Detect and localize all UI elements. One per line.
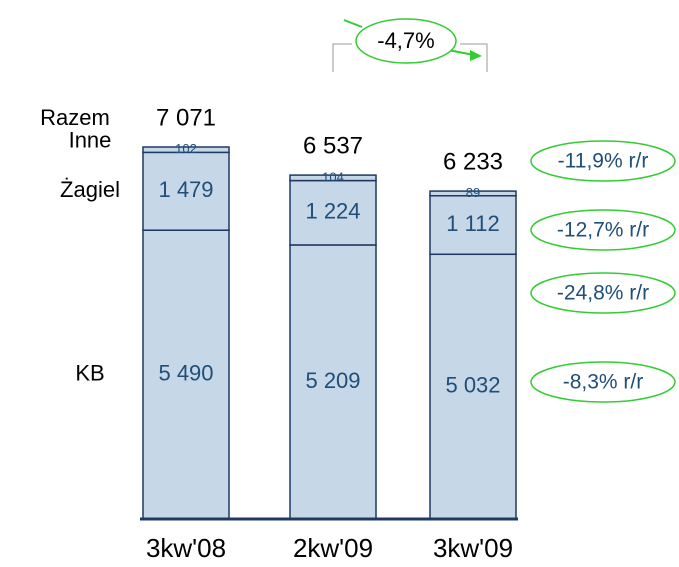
segment-label: 1 479 <box>158 177 213 202</box>
series-label: Żagiel <box>60 177 120 202</box>
annotation-ellipse <box>530 140 676 182</box>
bar-segment <box>429 190 517 197</box>
segment-label: 102 <box>175 141 197 156</box>
x-tick-label: 2kw'09 <box>293 533 373 563</box>
arrow-tail <box>343 19 363 28</box>
bar-segment <box>289 244 377 520</box>
change-label: -8,3% r/r <box>563 371 644 394</box>
change-label: -24,8% r/r <box>557 282 649 305</box>
period-bracket: -4,7% <box>332 18 488 72</box>
bar-segment <box>289 179 377 246</box>
total-label: 6 233 <box>443 148 503 175</box>
bar-segment <box>429 195 517 256</box>
change-label: -11,9% r/r <box>558 150 649 173</box>
bar-segment <box>289 174 377 182</box>
arrow-head <box>470 50 482 61</box>
annotation-ellipse <box>530 209 676 251</box>
arrow <box>447 49 475 56</box>
segment-label: 5 490 <box>158 360 213 385</box>
change-label: -12,7% r/r <box>557 219 649 242</box>
x-tick-label: 3kw'09 <box>433 533 513 563</box>
bracket-line <box>460 43 488 72</box>
bracket-line <box>332 43 352 72</box>
segment-label: 5 032 <box>445 372 500 397</box>
bar-segment <box>142 151 230 231</box>
x-tick-label: 3kw'08 <box>146 533 226 563</box>
totals-label: Razem <box>40 105 110 130</box>
series-label: Inne <box>69 127 112 152</box>
segment-label: 1 112 <box>446 211 499 236</box>
bar-segment <box>142 146 230 154</box>
segment-label: 89 <box>466 185 480 200</box>
annotation-ellipse <box>355 18 457 64</box>
bar-segment <box>142 229 230 520</box>
segment-label: 104 <box>322 169 344 184</box>
segment-label: 1 224 <box>305 199 360 224</box>
annotation-ellipse <box>530 272 676 314</box>
series-label: KB <box>75 360 104 385</box>
period-change-label: -4,7% <box>377 28 434 53</box>
bar-segment <box>429 253 517 520</box>
total-label: 7 071 <box>156 104 216 131</box>
segment-label: 5 209 <box>305 368 360 393</box>
annotation-ellipse <box>530 361 676 403</box>
total-label: 6 537 <box>303 132 363 159</box>
